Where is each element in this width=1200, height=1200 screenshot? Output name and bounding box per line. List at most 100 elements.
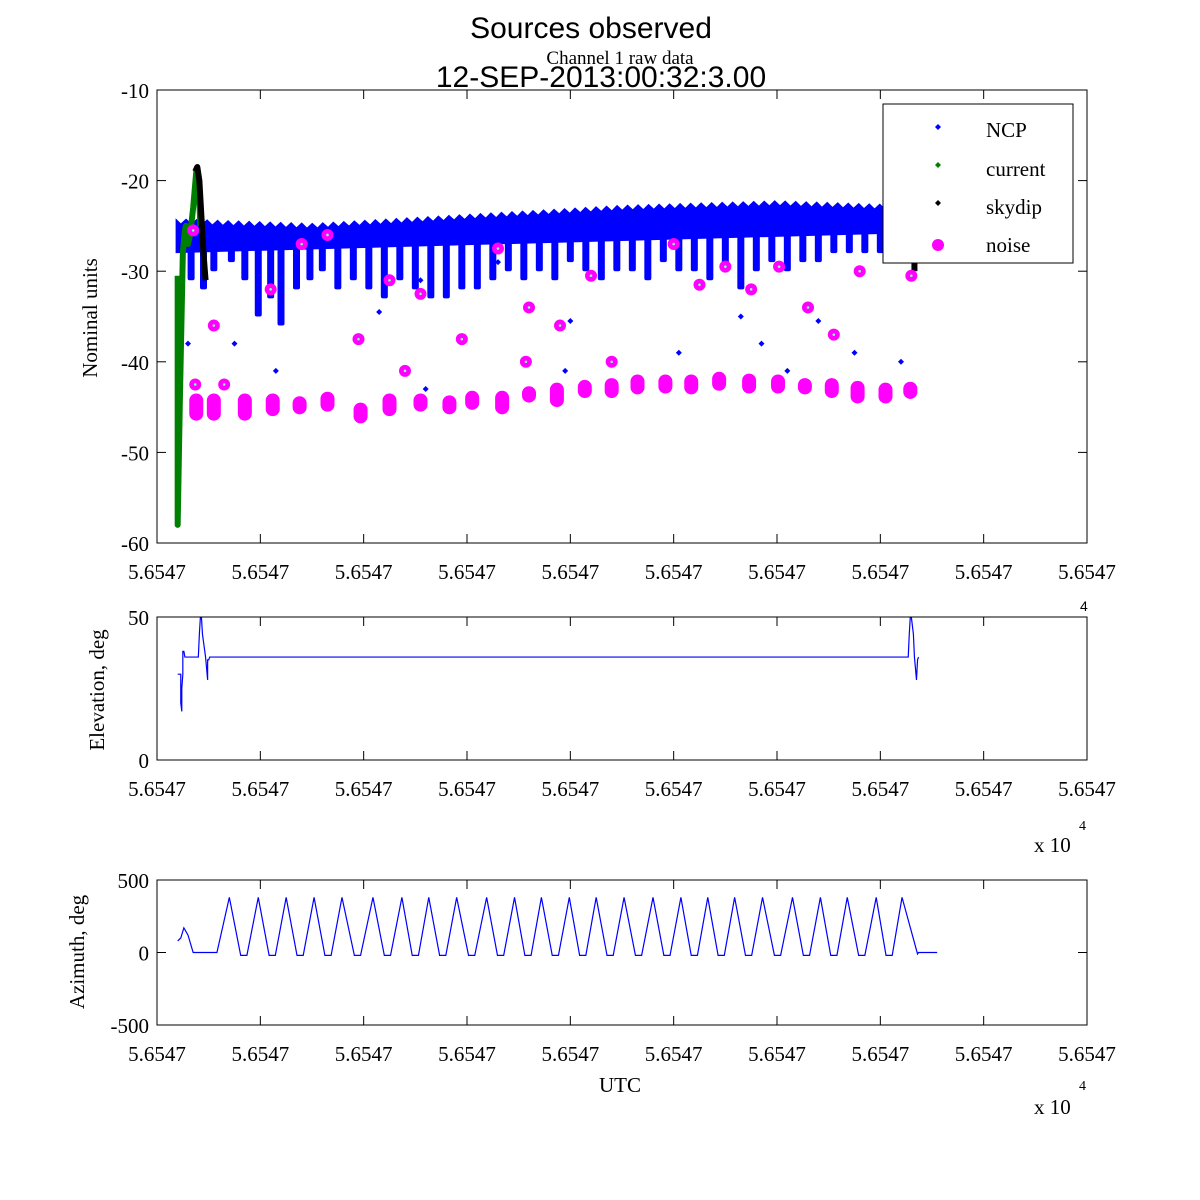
elevation-panel: 5.6547 5.6547 5.6547 5.6547 5.6547 5.6547 5.65… [128, 606, 1116, 801]
ncp-point [898, 358, 904, 365]
x-tick-label: 5.6547 [645, 1042, 703, 1066]
noise-cluster [320, 391, 335, 412]
noise-cluster [189, 393, 204, 421]
legend: NCP current skydip noise [882, 103, 1074, 264]
legend-item-noise: noise [932, 233, 1030, 257]
x-tick-label: 5.6547 [335, 1042, 393, 1066]
ncp-dip [597, 218, 605, 281]
subplot-title: Channel 1 raw data [546, 48, 694, 69]
noise-cluster [413, 393, 428, 412]
x-tick-label: 5.6547 [231, 777, 289, 801]
noise-point-center [403, 369, 407, 373]
y-tick-label: -40 [121, 351, 149, 375]
legend-item-ncp: NCP [935, 118, 1027, 142]
y-axis-label-elevation: Elevation, deg [85, 629, 109, 751]
noise-point-center [724, 265, 727, 268]
noise-point-center [191, 229, 195, 232]
x-tick-label: 5.6547 [1058, 777, 1116, 801]
ncp-dip [334, 233, 342, 290]
ncp-dip [241, 232, 249, 281]
x-tick-label: 5.6547 [128, 777, 186, 801]
noise-cluster [465, 390, 480, 410]
noise-point-center [806, 306, 810, 309]
ncp-point [272, 367, 279, 374]
ncp-dip [706, 214, 714, 281]
ncp-dip [613, 217, 621, 272]
ncp-dip [365, 231, 373, 290]
y-tick-label: -50 [121, 441, 149, 465]
ncp-dip [535, 221, 543, 272]
noise-point-center [858, 269, 861, 273]
x-tick-label: 5.6547 [1058, 560, 1116, 584]
y-tick-label: 0 [139, 942, 150, 966]
figure-title-line2: 12-SEP-2013:00:32:3.00 [436, 61, 766, 94]
ncp-dip [737, 213, 745, 290]
ncp-dip [267, 233, 275, 299]
ncp-dip [489, 224, 497, 281]
figure-title-line1: Sources observed [470, 12, 712, 45]
noise-cluster [712, 371, 727, 391]
plot-area [174, 164, 918, 528]
legend-box [882, 103, 1074, 264]
noise-cluster [442, 395, 457, 415]
noise-cluster [684, 374, 699, 395]
x-tick-label: 5.6547 [645, 560, 703, 584]
x-tick-label: 5.6547 [335, 777, 393, 801]
ncp-dip [752, 212, 760, 272]
ncp-point [758, 340, 765, 347]
x-axis-label-utc: UTC [599, 1073, 641, 1097]
x-tick-label: 5.6547 [128, 1042, 186, 1066]
ncp-dip [814, 213, 822, 263]
ncp-point [567, 318, 574, 325]
noise-cluster [903, 381, 918, 399]
ncp-dip [861, 215, 869, 254]
y-tick-label: -500 [111, 1014, 150, 1038]
ncp-dip [659, 215, 667, 263]
ncp-dip [227, 232, 235, 263]
x-tick-label: 5.6547 [438, 560, 496, 584]
noise-point-center [527, 306, 531, 309]
noise-cluster [522, 386, 536, 403]
ncp-dip [783, 212, 791, 272]
ncp-dip [566, 219, 574, 263]
noise-point-center [357, 337, 360, 341]
noise-point-center [524, 360, 528, 364]
azimuth-panel: 5.6547 5.6547 5.6547 5.6547 5.6547 5.6547 5.65… [111, 869, 1116, 1066]
elevation-exponent-base: x 10 [1034, 833, 1071, 857]
noise-cluster [292, 396, 307, 415]
x-tick-label: 5.6547 [128, 560, 186, 584]
x-tick-label: 5.6547 [231, 560, 289, 584]
ncp-dip [644, 216, 652, 281]
ncp-point [851, 349, 858, 356]
noise-cluster [237, 393, 252, 421]
noise-cluster [878, 382, 893, 404]
ncp-point [737, 313, 744, 320]
ncp-dip [830, 214, 838, 254]
ncp-point [185, 340, 191, 347]
legend-item-skydip: skydip [935, 195, 1042, 219]
legend-label-current: current [986, 157, 1046, 181]
legend-marker-ncp [935, 124, 941, 130]
ncp-dip [277, 233, 285, 326]
noise-point-center [589, 274, 593, 278]
noise-point-center [672, 242, 675, 246]
ncp-dip [473, 225, 481, 290]
x-tick-label: 5.6547 [955, 777, 1013, 801]
noise-point-center [749, 288, 753, 291]
noise-cluster [265, 393, 280, 417]
legend-label-skydip: skydip [986, 195, 1042, 219]
y-tick-label: 0 [139, 749, 150, 773]
ncp-point [784, 367, 791, 374]
elevation-exponent-power: 4 [1079, 819, 1086, 834]
ncp-dip [254, 233, 262, 317]
ncp-dip [504, 223, 512, 272]
azimuth-exponent-power: 4 [1079, 1079, 1086, 1094]
x-tick-label: 5.6547 [335, 560, 393, 584]
ncp-dip [396, 229, 404, 281]
ncp-point [417, 277, 424, 284]
noise-point-center [698, 283, 701, 287]
x-tick-label: 5.6547 [851, 777, 909, 801]
legend-marker-skydip [935, 200, 941, 206]
azimuth-line [177, 897, 938, 957]
ncp-dip [582, 218, 590, 272]
